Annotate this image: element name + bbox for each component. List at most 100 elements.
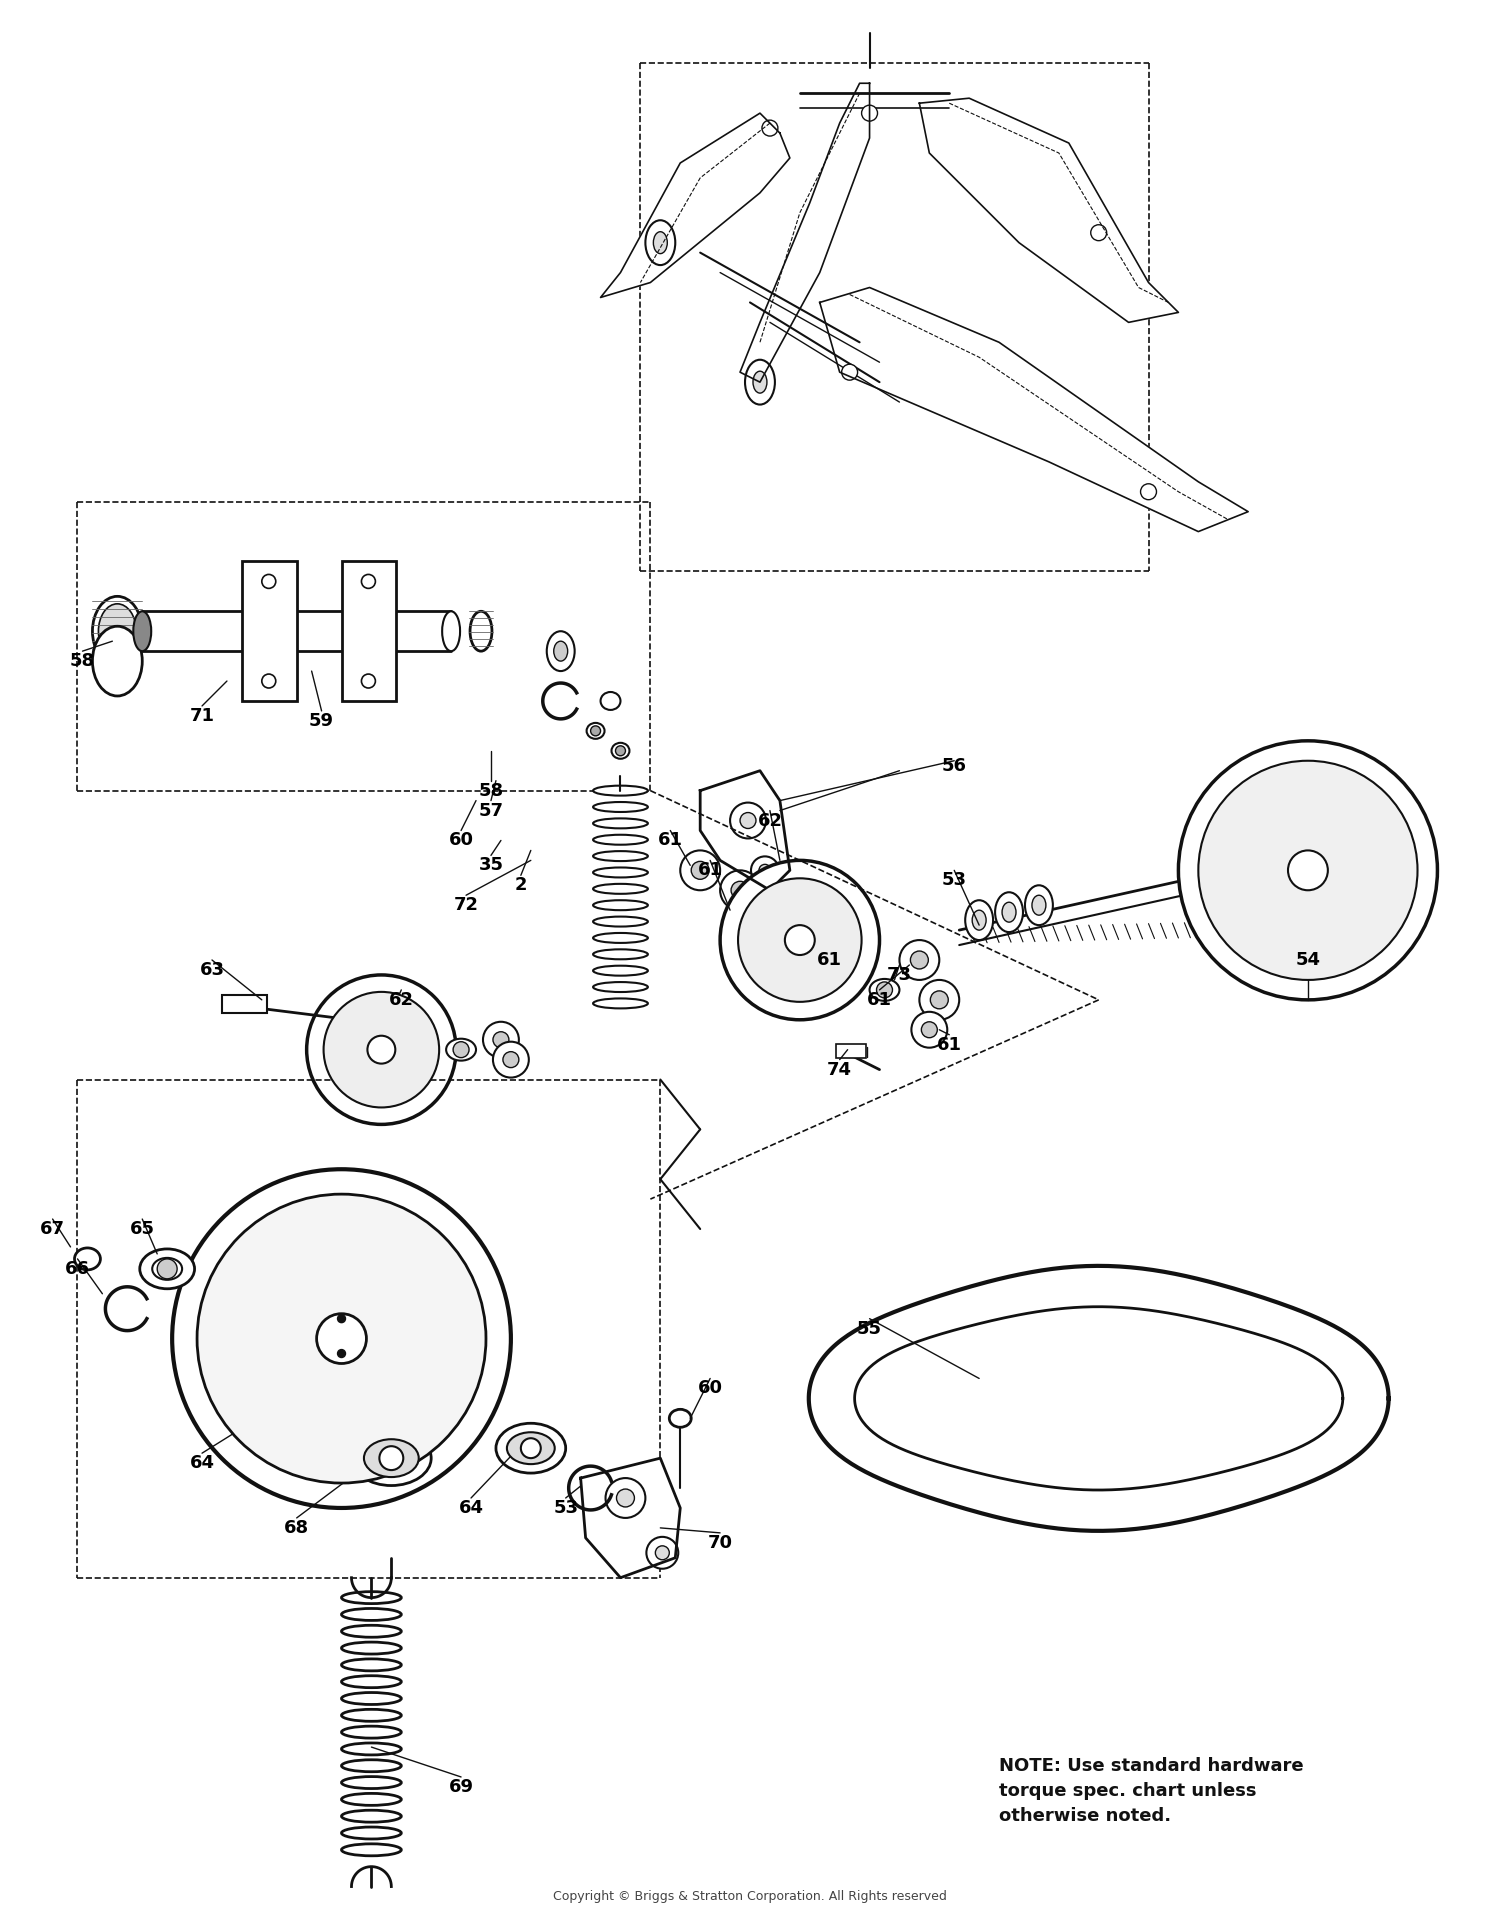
Bar (836, 1044, 866, 1058)
Circle shape (158, 1260, 177, 1279)
Polygon shape (700, 770, 790, 891)
Circle shape (387, 1467, 396, 1476)
Circle shape (364, 1453, 375, 1463)
Circle shape (338, 1350, 345, 1357)
Ellipse shape (140, 1248, 195, 1288)
Ellipse shape (342, 1828, 402, 1839)
Text: 70: 70 (708, 1534, 732, 1551)
Ellipse shape (342, 1693, 402, 1705)
Text: 68: 68 (284, 1519, 309, 1536)
Circle shape (730, 803, 766, 839)
Circle shape (646, 1536, 678, 1569)
Circle shape (380, 1446, 404, 1471)
Text: 59: 59 (309, 712, 334, 730)
Circle shape (784, 925, 814, 954)
Text: 61: 61 (938, 1035, 962, 1054)
Polygon shape (740, 83, 870, 382)
Circle shape (900, 941, 939, 979)
Ellipse shape (342, 1811, 402, 1822)
Ellipse shape (592, 868, 648, 877)
Ellipse shape (342, 1843, 402, 1857)
Ellipse shape (351, 1430, 430, 1486)
Ellipse shape (75, 1248, 100, 1269)
Text: 58: 58 (478, 781, 504, 799)
Circle shape (720, 860, 879, 1020)
Circle shape (338, 1315, 345, 1323)
Text: 64: 64 (189, 1453, 214, 1473)
Circle shape (738, 877, 861, 1002)
Text: 61: 61 (818, 950, 842, 970)
Ellipse shape (592, 966, 648, 975)
Circle shape (759, 864, 771, 876)
Text: 62: 62 (388, 991, 414, 1008)
Ellipse shape (586, 724, 604, 739)
Text: 69: 69 (448, 1778, 474, 1795)
Ellipse shape (342, 1609, 402, 1620)
Text: 60: 60 (698, 1379, 723, 1398)
Circle shape (1198, 760, 1417, 979)
Ellipse shape (342, 1676, 402, 1688)
Ellipse shape (972, 910, 986, 929)
Polygon shape (1228, 868, 1248, 889)
Ellipse shape (342, 1793, 402, 1805)
Ellipse shape (592, 835, 648, 845)
Ellipse shape (669, 1409, 692, 1427)
Text: 67: 67 (40, 1219, 64, 1238)
Circle shape (692, 862, 709, 879)
Text: 66: 66 (64, 1260, 90, 1279)
Ellipse shape (342, 1642, 402, 1653)
Circle shape (730, 881, 748, 899)
Text: 74: 74 (827, 1060, 852, 1079)
Ellipse shape (470, 611, 492, 651)
Circle shape (483, 1021, 519, 1058)
Ellipse shape (548, 632, 574, 672)
Circle shape (362, 674, 375, 687)
Ellipse shape (870, 979, 900, 1000)
Circle shape (606, 1478, 645, 1519)
Circle shape (408, 1453, 419, 1463)
Circle shape (842, 365, 858, 380)
Ellipse shape (342, 1659, 402, 1670)
Ellipse shape (93, 597, 142, 666)
Ellipse shape (964, 900, 993, 941)
Ellipse shape (152, 1258, 182, 1281)
Ellipse shape (342, 1743, 402, 1755)
Text: 60: 60 (448, 831, 474, 849)
Ellipse shape (592, 818, 648, 828)
Circle shape (262, 574, 276, 588)
Text: 62: 62 (758, 812, 783, 829)
Ellipse shape (1032, 895, 1046, 916)
Ellipse shape (364, 1440, 419, 1476)
Ellipse shape (654, 232, 668, 253)
Ellipse shape (342, 1624, 402, 1638)
Text: 73: 73 (886, 966, 912, 983)
Text: 65: 65 (130, 1219, 154, 1238)
Bar (342, 561, 396, 701)
Ellipse shape (99, 603, 136, 659)
Circle shape (615, 745, 626, 756)
Bar (222, 995, 267, 1014)
Circle shape (368, 1035, 396, 1064)
Circle shape (1179, 741, 1437, 1000)
Ellipse shape (592, 981, 648, 993)
Ellipse shape (342, 1709, 402, 1722)
Bar (242, 561, 297, 701)
Text: 35: 35 (478, 856, 504, 874)
Text: 71: 71 (189, 707, 214, 726)
Ellipse shape (342, 1761, 402, 1772)
Text: 72: 72 (453, 897, 478, 914)
Circle shape (921, 1021, 938, 1037)
Circle shape (616, 1490, 634, 1507)
Ellipse shape (592, 785, 648, 795)
Circle shape (316, 1313, 366, 1363)
Circle shape (520, 1438, 542, 1457)
Ellipse shape (592, 803, 648, 812)
Text: 58: 58 (70, 653, 94, 670)
Ellipse shape (592, 933, 648, 943)
Circle shape (930, 991, 948, 1008)
Text: 2: 2 (514, 876, 526, 895)
Circle shape (324, 993, 440, 1108)
Polygon shape (580, 1457, 681, 1578)
Circle shape (1288, 851, 1328, 891)
Circle shape (503, 1052, 519, 1068)
